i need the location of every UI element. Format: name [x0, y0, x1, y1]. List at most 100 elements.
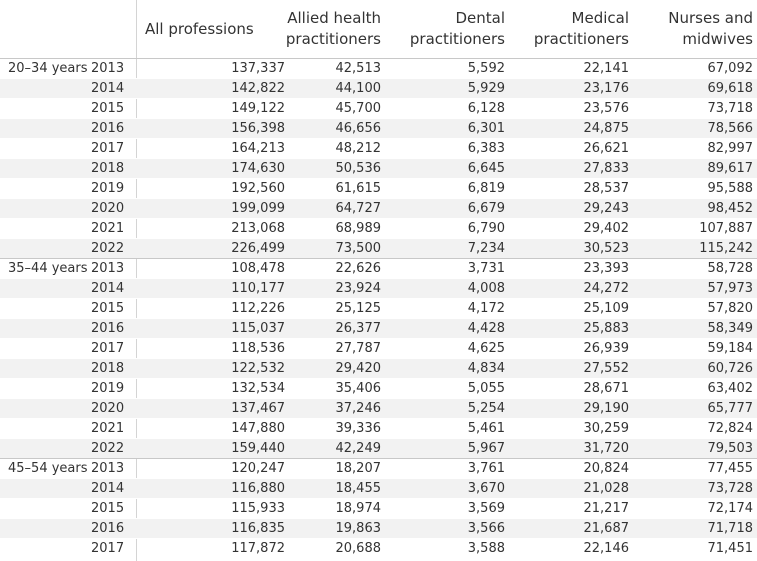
year-label: 2017	[91, 141, 125, 156]
year-label: 2020	[91, 201, 125, 216]
value-cell: 61,615	[335, 181, 382, 196]
value-cell: 226,499	[231, 241, 285, 256]
value-cell: 5,929	[467, 81, 505, 96]
table-header: All professions Allied health practition…	[0, 0, 757, 58]
year-label: 2018	[91, 361, 125, 376]
value-cell: 26,377	[335, 321, 382, 336]
value-cell: 116,880	[231, 481, 285, 496]
value-cell: 110,177	[231, 281, 285, 296]
value-cell: 115,242	[699, 241, 753, 256]
value-cell: 6,790	[467, 221, 505, 236]
year-label: 2022	[91, 441, 125, 456]
value-cell: 4,172	[467, 301, 505, 316]
value-cell: 137,337	[231, 61, 285, 76]
year-label: 2014	[91, 281, 125, 296]
value-cell: 28,537	[583, 181, 630, 196]
value-cell: 164,213	[231, 141, 285, 156]
value-cell: 4,008	[467, 281, 505, 296]
value-cell: 3,761	[467, 461, 505, 476]
table-row: 2014 142,822 44,100 5,929 23,176 69,618	[0, 78, 757, 98]
value-cell: 117,872	[231, 541, 285, 556]
value-cell: 26,621	[583, 141, 630, 156]
table-row: 35–44 years 2013 108,478 22,626 3,731 23,393 5…	[0, 258, 757, 278]
year-label: 2015	[91, 301, 125, 316]
value-cell: 63,402	[707, 381, 754, 396]
year-label: 2017	[91, 341, 125, 356]
value-cell: 35,406	[335, 381, 382, 396]
value-cell: 42,513	[335, 61, 382, 76]
table-row: 2015 115,933 18,974 3,569 21,217 72,174	[0, 498, 757, 518]
value-cell: 77,455	[707, 461, 754, 476]
value-cell: 67,092	[707, 61, 754, 76]
value-cell: 30,259	[583, 421, 630, 436]
value-cell: 159,440	[231, 441, 285, 456]
value-cell: 3,731	[467, 261, 505, 276]
value-cell: 213,068	[231, 221, 285, 236]
value-cell: 156,398	[231, 121, 285, 136]
value-cell: 44,100	[335, 81, 382, 96]
table-row: 2016 156,398 46,656 6,301 24,875 78,566	[0, 118, 757, 138]
value-cell: 3,588	[467, 541, 505, 556]
value-cell: 23,393	[583, 261, 630, 276]
table-row: 2016 116,835 19,863 3,566 21,687 71,718	[0, 518, 757, 538]
value-cell: 26,939	[583, 341, 630, 356]
value-cell: 4,834	[467, 361, 505, 376]
value-cell: 19,863	[335, 521, 382, 536]
value-cell: 5,461	[467, 421, 505, 436]
age-group-label: 20–34 years	[8, 61, 88, 76]
value-cell: 31,720	[583, 441, 630, 456]
year-label: 2017	[91, 541, 125, 556]
value-cell: 6,301	[467, 121, 505, 136]
year-label: 2013	[91, 61, 125, 76]
table-row: 45–54 years 2013 120,247 18,207 3,761 20,824 7…	[0, 458, 757, 478]
year-label: 2016	[91, 521, 125, 536]
table-row: 2017 164,213 48,212 6,383 26,621 82,997	[0, 138, 757, 158]
value-cell: 25,883	[583, 321, 630, 336]
year-label: 2013	[91, 261, 125, 276]
value-cell: 58,349	[707, 321, 754, 336]
column-header-dental: Dental practitioners	[409, 9, 505, 48]
value-cell: 57,820	[707, 301, 754, 316]
table-row: 2015 149,122 45,700 6,128 23,576 73,718	[0, 98, 757, 118]
year-label: 2014	[91, 81, 125, 96]
value-cell: 6,819	[467, 181, 505, 196]
value-cell: 25,109	[583, 301, 630, 316]
value-cell: 72,174	[707, 501, 754, 516]
value-cell: 27,552	[583, 361, 630, 376]
value-cell: 95,588	[707, 181, 754, 196]
value-cell: 22,141	[583, 61, 630, 76]
value-cell: 89,617	[707, 161, 754, 176]
year-label: 2022	[91, 241, 125, 256]
value-cell: 4,428	[467, 321, 505, 336]
table-row: 2015 112,226 25,125 4,172 25,109 57,820	[0, 298, 757, 318]
value-cell: 23,924	[335, 281, 382, 296]
column-header-medical: Medical practitioners	[533, 9, 629, 48]
column-header-allied-health: Allied health practitioners	[285, 9, 381, 48]
table-row: 2020 137,467 37,246 5,254 29,190 65,777	[0, 398, 757, 418]
table-row: 2018 122,532 29,420 4,834 27,552 60,726	[0, 358, 757, 378]
year-label: 2018	[91, 161, 125, 176]
value-cell: 6,128	[467, 101, 505, 116]
value-cell: 27,787	[335, 341, 382, 356]
value-cell: 45,700	[335, 101, 382, 116]
value-cell: 58,728	[707, 261, 754, 276]
value-cell: 142,822	[231, 81, 285, 96]
value-cell: 6,645	[467, 161, 505, 176]
age-group-label: 35–44 years	[8, 261, 88, 276]
value-cell: 72,824	[707, 421, 754, 436]
table-row: 2019 132,534 35,406 5,055 28,671 63,402	[0, 378, 757, 398]
value-cell: 192,560	[231, 181, 285, 196]
value-cell: 147,880	[231, 421, 285, 436]
year-label: 2014	[91, 481, 125, 496]
table-row: 2019 192,560 61,615 6,819 28,537 95,588	[0, 178, 757, 198]
value-cell: 24,875	[583, 121, 630, 136]
value-cell: 73,500	[335, 241, 382, 256]
column-header-nurses-midwives: Nurses and midwives	[668, 9, 753, 48]
value-cell: 22,146	[583, 541, 630, 556]
value-cell: 3,569	[467, 501, 505, 516]
value-cell: 73,718	[707, 101, 754, 116]
table-row: 2021 147,880 39,336 5,461 30,259 72,824	[0, 418, 757, 438]
value-cell: 48,212	[335, 141, 382, 156]
value-cell: 120,247	[231, 461, 285, 476]
value-cell: 21,687	[583, 521, 630, 536]
